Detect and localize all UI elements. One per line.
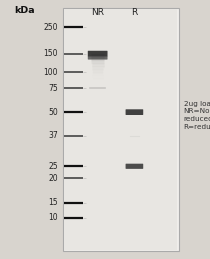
Text: 2ug loading
NR=Non-
reduced
R=reduced: 2ug loading NR=Non- reduced R=reduced: [184, 101, 210, 130]
Text: 75: 75: [48, 84, 58, 93]
Text: 25: 25: [48, 162, 58, 171]
FancyBboxPatch shape: [126, 109, 143, 115]
Text: 150: 150: [43, 49, 58, 58]
Text: 10: 10: [48, 213, 58, 222]
Text: R: R: [131, 8, 138, 17]
Text: 37: 37: [48, 132, 58, 140]
Text: 50: 50: [48, 108, 58, 117]
FancyBboxPatch shape: [88, 56, 108, 60]
Text: 250: 250: [43, 23, 58, 32]
Text: 20: 20: [48, 174, 58, 183]
Text: NR: NR: [91, 8, 104, 17]
Text: 15: 15: [48, 198, 58, 207]
Bar: [64, 9, 177, 250]
FancyBboxPatch shape: [126, 164, 143, 169]
Bar: [63, 8, 178, 251]
FancyBboxPatch shape: [88, 51, 108, 56]
Text: 100: 100: [43, 68, 58, 76]
Text: kDa: kDa: [14, 6, 34, 16]
